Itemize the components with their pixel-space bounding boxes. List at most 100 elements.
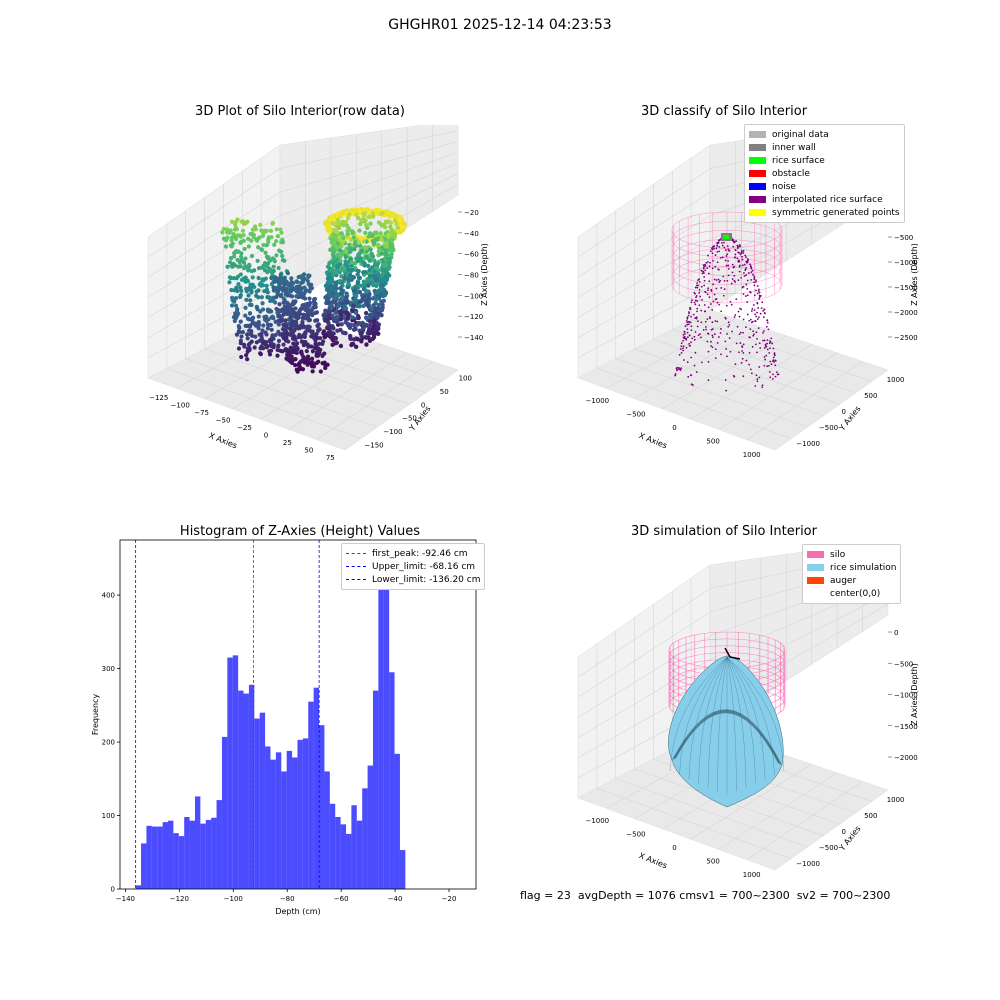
data-point (359, 283, 364, 288)
data-point (304, 360, 309, 365)
data-point (363, 335, 368, 340)
data-point (309, 344, 314, 349)
data-point (235, 307, 240, 312)
classify-point (751, 273, 754, 276)
data-point (287, 311, 292, 316)
data-point (315, 323, 320, 329)
classify-point (720, 353, 722, 356)
data-point (276, 338, 282, 344)
classify-point (766, 321, 769, 324)
classify-point (704, 291, 707, 294)
data-point (367, 291, 372, 297)
classify-point (709, 261, 712, 264)
data-point (256, 326, 261, 331)
classify-point (711, 252, 714, 255)
classify-point (707, 360, 710, 363)
classify-point (724, 259, 727, 262)
data-point (365, 206, 370, 212)
data-point (397, 217, 402, 222)
data-point (374, 296, 379, 302)
classify-point (694, 286, 697, 289)
legend-line (346, 553, 366, 554)
data-point (259, 247, 264, 252)
data-point (318, 369, 323, 374)
figure-title: GHGHR01 2025-12-14 04:23:53 (388, 17, 612, 33)
panel2-legend: original data inner wall rice surface obsta… (744, 124, 905, 223)
data-point (274, 239, 279, 244)
data-point (260, 340, 266, 346)
classify-point (742, 343, 745, 346)
histogram-bar (335, 816, 341, 889)
data-point (371, 328, 376, 333)
classify-point (733, 375, 736, 378)
classify-point (741, 250, 743, 252)
histogram-bar (383, 556, 390, 889)
data-point (288, 359, 293, 364)
data-point (220, 230, 225, 235)
classify-point (710, 290, 713, 292)
classify-point (697, 320, 699, 323)
classify-point (756, 380, 759, 383)
data-point (271, 285, 276, 290)
data-point (245, 336, 250, 341)
classify-point (737, 260, 740, 263)
classify-point (753, 333, 755, 336)
grid-line (147, 168, 281, 258)
legend-line (346, 579, 366, 580)
data-point (331, 331, 336, 336)
histogram-bar (308, 701, 314, 889)
legend-label: interpolated rice surface (772, 194, 883, 205)
data-point (370, 336, 376, 342)
histogram-bar (346, 833, 352, 889)
classify-point (759, 312, 762, 315)
data-point (356, 315, 361, 321)
classify-point (692, 313, 695, 316)
classify-point (738, 265, 741, 268)
classify-point (694, 303, 697, 306)
classify-point (715, 279, 718, 281)
x-tick-label: 25 (283, 439, 292, 447)
classify-point (697, 334, 700, 337)
histogram-bar (227, 657, 233, 889)
data-point (277, 302, 282, 307)
classify-point (769, 347, 771, 350)
data-point (376, 322, 382, 327)
data-point (318, 347, 323, 352)
classify-point (675, 368, 678, 371)
classify-point (698, 304, 701, 307)
data-point (333, 310, 338, 315)
classify-point (745, 326, 747, 329)
grid-line (185, 358, 378, 428)
classify-point (728, 249, 731, 252)
data-point (274, 294, 279, 300)
histogram-bar (356, 820, 363, 889)
legend-item: Lower_limit: -136.20 cm (346, 573, 480, 586)
classify-point (686, 323, 689, 326)
classify-point (728, 324, 731, 326)
data-point (297, 364, 302, 369)
data-point (300, 322, 305, 327)
classify-point (754, 320, 757, 323)
classify-point (736, 247, 739, 249)
data-point (294, 279, 299, 284)
classify-point (714, 265, 717, 268)
x-axis-label: X Axies (638, 431, 669, 450)
data-point (242, 344, 247, 349)
histogram-bar (351, 805, 357, 889)
data-point (339, 252, 344, 257)
classify-point (768, 371, 771, 373)
data-point (280, 349, 285, 354)
classify-point (757, 307, 760, 309)
data-point (261, 242, 266, 248)
classify-point (756, 338, 758, 340)
classify-point (722, 275, 725, 278)
data-point (353, 239, 358, 245)
classify-point (715, 298, 718, 300)
z-tick-label: −2500 (894, 334, 918, 342)
data-point (289, 279, 294, 285)
data-point (268, 267, 273, 272)
classify-point (700, 321, 703, 324)
legend-label: noise (772, 181, 796, 192)
data-point (344, 295, 349, 300)
classify-point (743, 275, 746, 277)
